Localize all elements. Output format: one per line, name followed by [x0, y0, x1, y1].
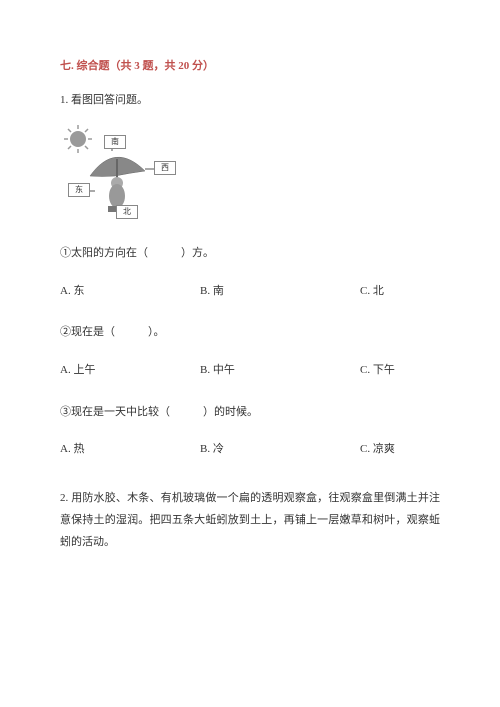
- q1-sub2: ②现在是（ ）。: [60, 324, 440, 342]
- option-b: B. 冷: [200, 441, 360, 459]
- option-c: C. 下午: [360, 362, 440, 380]
- q1-prompt-line: 1. 看图回答问题。: [60, 92, 440, 110]
- q1-number: 1.: [60, 94, 68, 106]
- section-heading: 七. 综合题（共 3 题，共 20 分）: [60, 58, 440, 76]
- section-count: （共 3 题，共 20 分）: [110, 60, 215, 72]
- q1-sub2-options: A. 上午 B. 中午 C. 下午: [60, 362, 440, 380]
- q1-sub1: ①太阳的方向在（ ）方。: [60, 245, 440, 263]
- option-c: C. 北: [360, 283, 440, 301]
- q2-number: 2.: [60, 492, 68, 504]
- label-west: 西: [154, 161, 176, 175]
- option-a: A. 热: [60, 441, 200, 459]
- label-south: 南: [104, 135, 126, 149]
- option-a: A. 上午: [60, 362, 200, 380]
- q1-sub3-options: A. 热 B. 冷 C. 凉爽: [60, 441, 440, 459]
- option-b: B. 南: [200, 283, 360, 301]
- q1-sub1-options: A. 东 B. 南 C. 北: [60, 283, 440, 301]
- q2-paragraph: 2. 用防水胶、木条、有机玻璃做一个扁的透明观察盒，往观察盒里倒满土并注意保持土…: [60, 487, 440, 553]
- section-number: 七: [60, 60, 71, 72]
- q2-text: 用防水胶、木条、有机玻璃做一个扁的透明观察盒，往观察盒里倒满土并注意保持土的湿润…: [60, 492, 440, 548]
- q1-illustration: 南 西 东 北: [60, 121, 180, 221]
- label-north: 北: [116, 205, 138, 219]
- q1-prompt: 看图回答问题。: [71, 94, 148, 106]
- q1-sub3: ③现在是一天中比较（ ）的时候。: [60, 404, 440, 422]
- section-title-text: 综合题: [77, 60, 110, 72]
- option-a: A. 东: [60, 283, 200, 301]
- option-b: B. 中午: [200, 362, 360, 380]
- label-east: 东: [68, 183, 90, 197]
- option-c: C. 凉爽: [360, 441, 440, 459]
